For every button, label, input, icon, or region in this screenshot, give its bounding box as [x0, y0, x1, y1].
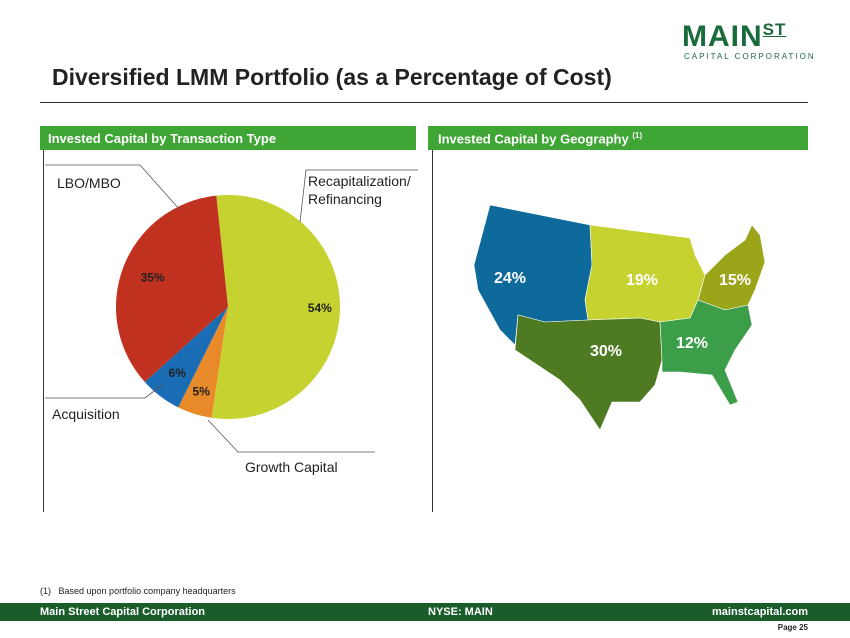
map-label: 19%	[626, 272, 658, 289]
us-map	[473, 204, 766, 431]
value-label: 6%	[169, 366, 187, 380]
title-rule	[40, 102, 808, 103]
panel-title: Invested Capital by Transaction Type	[48, 131, 277, 146]
footnote-text: Based upon portfolio company headquarter…	[58, 586, 236, 596]
value-label: 54%	[308, 301, 332, 315]
panel-header: Invested Capital by Geography (1)	[428, 126, 808, 150]
page-number: Page 25	[777, 623, 808, 632]
logo-st: ST	[762, 20, 787, 39]
note-ref: (1)	[632, 131, 643, 140]
logo: MAINST	[682, 20, 786, 54]
pie-slice	[144, 307, 228, 408]
panel-border	[432, 150, 433, 512]
map-region	[514, 314, 663, 431]
leader-line	[207, 419, 375, 453]
value-label: 35%	[141, 270, 165, 284]
map-label: 15%	[719, 272, 751, 289]
leader-line	[299, 169, 418, 223]
category-label: Growth Capital	[245, 459, 338, 475]
slide-title: Diversified LMM Portfolio (as a Percenta…	[52, 64, 612, 90]
footnote: (1) Based upon portfolio company headqua…	[40, 586, 236, 596]
leader-line	[45, 164, 181, 211]
category-label: LBO/MBO	[57, 175, 121, 191]
footer-right: mainstcapital.com	[712, 606, 808, 618]
panel-title: Invested Capital by Geography (1)	[438, 131, 642, 146]
leader-line	[45, 384, 163, 399]
pie-slice	[178, 307, 228, 418]
panel-title-text: Invested Capital by Geography	[438, 131, 629, 147]
panel-header: Invested Capital by Transaction Type	[40, 126, 416, 150]
footer-center: NYSE: MAIN	[428, 606, 493, 618]
footnote-ref: (1)	[40, 586, 51, 596]
footer-bar: Main Street Capital Corporation NYSE: MA…	[0, 603, 850, 621]
map-region	[659, 299, 753, 406]
pie-slice	[115, 195, 228, 382]
map-region	[697, 224, 766, 311]
chart: 24% 19% 15% 30% 12% 54% 5% 6% 35%	[45, 164, 766, 453]
map-label: 12%	[676, 335, 708, 352]
panel-border	[43, 150, 44, 512]
category-label: Recapitalization/ Refinancing	[308, 173, 411, 207]
logo-subtitle: CAPITAL CORPORATION	[684, 52, 816, 61]
pie-slice	[211, 194, 340, 419]
logo-main: MAIN	[682, 20, 763, 53]
footer-left: Main Street Capital Corporation	[40, 606, 206, 618]
value-label: 5%	[193, 385, 211, 399]
map-label: 24%	[494, 270, 526, 287]
map-label: 30%	[590, 343, 622, 360]
category-label: Acquisition	[52, 406, 120, 422]
